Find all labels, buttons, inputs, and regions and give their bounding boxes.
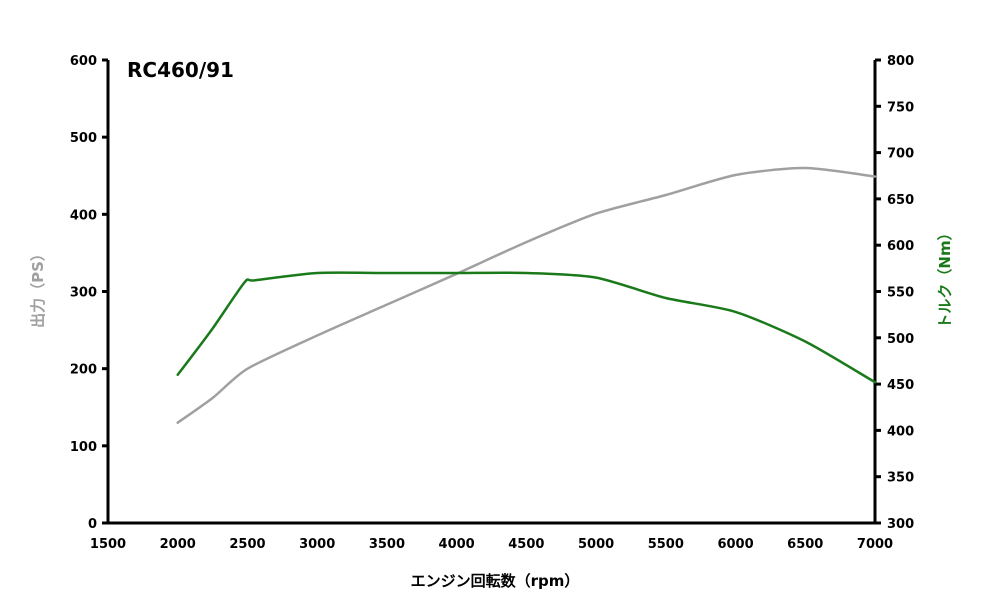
x-tick-label: 2500 bbox=[229, 537, 265, 552]
right-y-tick-label: 550 bbox=[887, 286, 914, 301]
right-y-tick-label: 650 bbox=[887, 193, 914, 208]
right-y-tick-label: 750 bbox=[887, 100, 914, 115]
x-tick-label: 4500 bbox=[508, 537, 544, 552]
left-y-tick-label: 500 bbox=[70, 131, 97, 146]
x-tick-label: 5500 bbox=[648, 537, 684, 552]
right-y-tick-label: 300 bbox=[887, 517, 914, 532]
torque-series-line bbox=[176, 271, 877, 384]
right-y-tick-label: 600 bbox=[887, 239, 914, 254]
left-y-tick-label: 200 bbox=[70, 363, 97, 378]
left-y-tick-label: 400 bbox=[70, 208, 97, 223]
ticks-layer: 1500 2000 2500 3000 3500 4000 4500 5000 5500 6000… bbox=[70, 54, 914, 552]
right-y-tick-label: 450 bbox=[887, 378, 914, 393]
x-axis-title: エンジン回転数（rpm） bbox=[411, 572, 580, 590]
left-y-tick-label: 100 bbox=[70, 440, 97, 455]
x-tick-label: 5000 bbox=[578, 537, 614, 552]
x-tick-label: 4000 bbox=[439, 537, 475, 552]
chart-title: RC460/91 bbox=[127, 58, 234, 82]
x-tick-label: 2000 bbox=[160, 537, 196, 552]
x-tick-label: 3500 bbox=[369, 537, 405, 552]
x-tick-label: 6000 bbox=[717, 537, 753, 552]
right-y-axis-title: トルク（Nm） bbox=[936, 225, 954, 328]
series-layer bbox=[176, 166, 877, 424]
left-y-axis-title: 出力（PS） bbox=[29, 246, 47, 328]
left-y-tick-label: 0 bbox=[88, 517, 97, 532]
x-tick-label: 7000 bbox=[857, 537, 893, 552]
left-y-tick-label: 600 bbox=[70, 54, 97, 69]
right-y-tick-label: 500 bbox=[887, 332, 914, 347]
right-y-tick-label: 700 bbox=[887, 147, 914, 162]
left-y-tick-label: 300 bbox=[70, 286, 97, 301]
x-tick-label: 3000 bbox=[299, 537, 335, 552]
right-y-tick-label: 400 bbox=[887, 424, 914, 439]
power-series-line bbox=[176, 166, 877, 424]
x-tick-label: 1500 bbox=[90, 537, 126, 552]
right-y-tick-label: 350 bbox=[887, 471, 914, 486]
right-y-tick-label: 800 bbox=[887, 54, 914, 69]
x-tick-label: 6500 bbox=[787, 537, 823, 552]
axes-layer bbox=[106, 60, 877, 525]
